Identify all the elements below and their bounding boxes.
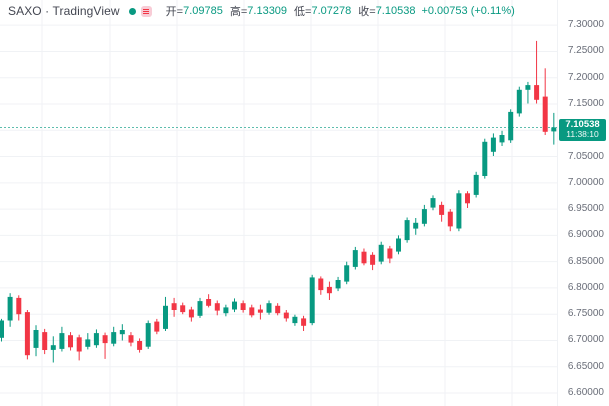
price-tick-label: 7.25000 — [567, 45, 604, 57]
candle-body — [335, 280, 341, 289]
symbol-title[interactable]: SAXO · TradingView — [8, 4, 120, 18]
candle-body — [490, 137, 496, 152]
candle-body — [266, 303, 272, 313]
candle-body — [197, 301, 203, 316]
candle-body — [42, 332, 48, 350]
candle-body — [309, 277, 315, 324]
candle-body — [232, 301, 237, 310]
candle-body — [33, 330, 39, 348]
candle-body — [447, 211, 453, 227]
candle-body — [275, 305, 281, 314]
candle-body — [413, 222, 419, 229]
candle-body — [430, 198, 436, 208]
candle-body — [292, 316, 298, 324]
candle-body — [326, 286, 332, 294]
candle-body — [551, 127, 557, 132]
legend-open-label: 开= — [165, 6, 184, 18]
candle-body — [370, 254, 376, 265]
candle-body — [102, 335, 108, 344]
menu-icon[interactable] — [140, 5, 152, 17]
candle-body — [24, 312, 30, 356]
candle-body — [214, 303, 220, 311]
candle-body — [137, 341, 143, 350]
current-price-badge: 7.10538 11:38:10 — [559, 118, 606, 141]
candle-body — [249, 307, 255, 316]
price-axis[interactable]: 7.300007.250007.200007.150007.100007.050… — [557, 0, 609, 406]
candle-body — [534, 85, 540, 100]
candle-body — [68, 335, 73, 348]
price-tick-label: 6.65000 — [567, 360, 604, 372]
price-tick-label: 7.00000 — [567, 176, 604, 188]
price-tick-label: 7.20000 — [567, 71, 604, 83]
candle-body — [344, 265, 350, 282]
price-tick-label: 6.90000 — [567, 229, 604, 241]
price-tick-label: 6.80000 — [567, 281, 604, 293]
candle-body — [85, 339, 91, 347]
candle-body — [206, 299, 212, 306]
legend-close-label: 收= — [358, 6, 376, 18]
candle-body — [387, 248, 393, 259]
candle-body — [465, 193, 470, 204]
legend-open-value: 7.09785 — [183, 5, 223, 17]
candle-body — [508, 111, 514, 141]
candle-body — [16, 297, 22, 315]
candle-body — [0, 320, 4, 338]
legend-close-value: 7.10538 — [375, 5, 416, 17]
price-tick-label: 6.75000 — [567, 308, 604, 320]
candle-body — [223, 307, 229, 314]
candle-body — [119, 330, 125, 335]
candle-body — [482, 141, 488, 176]
candle-body — [499, 135, 505, 143]
candle-body — [542, 96, 548, 132]
candle-body — [525, 85, 531, 90]
candle-body — [93, 333, 99, 346]
candle-body — [456, 193, 462, 229]
candle-body — [318, 278, 324, 291]
legend-high-value: 7.13309 — [247, 5, 288, 17]
price-tick-label: 6.85000 — [567, 255, 604, 267]
status-dot-icon — [128, 7, 136, 15]
bar-countdown: 11:38:10 — [566, 128, 599, 139]
ohlc-legend: 开= 7.09785 高= 7.13309 低= 7.07278 收= 7.10538 … — [166, 3, 515, 19]
candle-body — [128, 335, 134, 343]
candle-body — [301, 318, 307, 326]
price-chart-canvas[interactable] — [0, 0, 557, 406]
legend-change-value: +0.00753 (+0.11%) — [421, 5, 515, 17]
candle-body — [188, 309, 194, 318]
legend-low-value: 7.07278 — [311, 5, 352, 17]
legend-high-label: 高= — [229, 6, 248, 18]
candle-body — [111, 332, 117, 344]
candle-body — [516, 89, 522, 114]
legend-low-label: 低= — [294, 6, 312, 18]
candle-body — [473, 174, 479, 195]
candle-body — [59, 333, 65, 349]
price-tick-label: 7.05000 — [567, 150, 604, 162]
candle-body — [240, 303, 246, 310]
candle-body — [352, 250, 358, 267]
candle-body — [439, 204, 445, 215]
candle-body — [421, 209, 427, 224]
current-price-value: 7.10538 — [565, 118, 600, 130]
candle-body — [180, 305, 186, 313]
candle-body — [257, 309, 263, 313]
candle-body — [396, 238, 401, 252]
price-tick-label: 7.15000 — [567, 98, 604, 109]
chart-legend-bar: SAXO · TradingView 开= 7.09785 高= 7.13309 低… — [8, 4, 515, 18]
candle-body — [404, 220, 410, 241]
candle-body — [283, 312, 289, 319]
candle-body — [171, 303, 177, 310]
candle-body — [163, 305, 168, 329]
candle-body — [154, 321, 160, 332]
candle-body — [7, 296, 13, 321]
candle-body — [76, 337, 82, 352]
price-tick-label: 6.70000 — [567, 334, 604, 346]
candle-body — [378, 244, 384, 262]
candle-body — [361, 251, 367, 264]
price-tick-label: 7.30000 — [567, 19, 604, 31]
price-tick-label: 6.60000 — [567, 387, 604, 399]
price-tick-label: 6.95000 — [567, 203, 604, 215]
candle-body — [50, 345, 56, 350]
candle-body — [145, 323, 151, 347]
